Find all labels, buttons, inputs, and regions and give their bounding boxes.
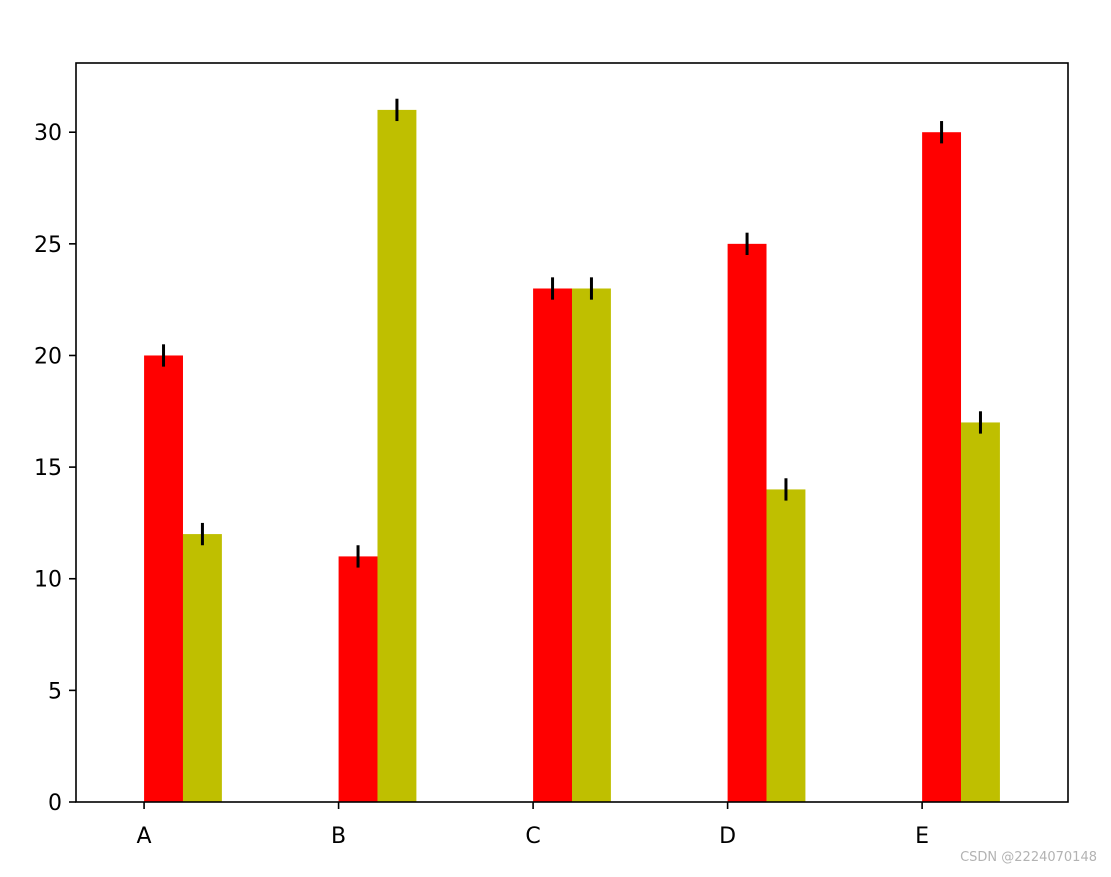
watermark-text: CSDN @2224070148 <box>960 850 1097 865</box>
x-tick-label: D <box>719 824 736 849</box>
y-tick-label: 10 <box>34 568 62 593</box>
x-tick-label: E <box>915 824 929 849</box>
y-axis: 0 5 10 15 20 25 30 <box>34 121 76 816</box>
y-tick-label: 30 <box>34 121 62 146</box>
bar-series1-A <box>144 355 183 802</box>
y-tick-label: 15 <box>34 456 62 481</box>
bar-series2-D <box>766 489 806 802</box>
error-bars-layer <box>162 98 982 568</box>
bar-series2-C <box>572 288 611 802</box>
x-tick-label: B <box>331 824 346 849</box>
x-tick-label: A <box>137 824 152 849</box>
bar-series1-C <box>533 288 572 802</box>
bar-series1-E <box>922 132 962 802</box>
bar-series1-D <box>727 243 767 802</box>
y-tick-label: 25 <box>34 233 62 258</box>
y-tick-label: 0 <box>48 791 62 816</box>
bar-series2-A <box>182 534 222 802</box>
y-tick-label: 20 <box>34 344 62 369</box>
bars-layer <box>144 109 1000 802</box>
plot-frame <box>75 62 1069 803</box>
bar-series2-E <box>961 422 1000 802</box>
bar-series2-B <box>377 109 417 802</box>
x-tick-label: C <box>525 824 540 849</box>
y-tick-label: 5 <box>48 679 62 704</box>
bar-series1-B <box>338 556 378 802</box>
x-axis: A B C D E <box>137 802 929 849</box>
